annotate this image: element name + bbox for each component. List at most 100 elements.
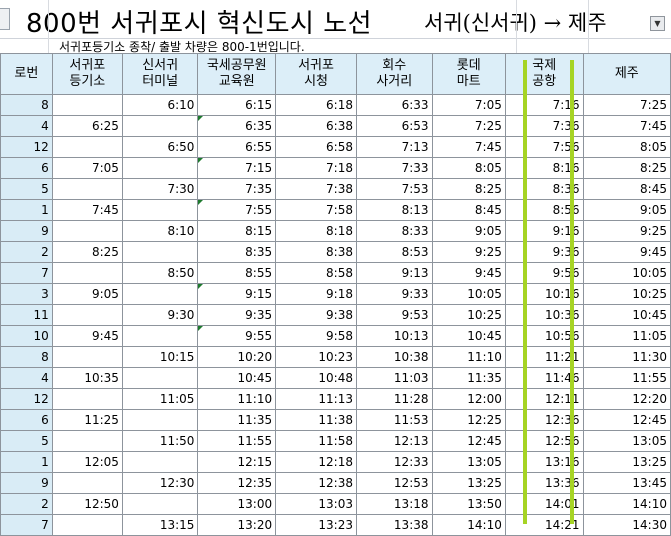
route-number-cell[interactable]: 12 xyxy=(0,136,53,158)
time-cell[interactable]: 13:03 xyxy=(275,493,357,515)
time-cell[interactable]: 12:15 xyxy=(197,451,277,473)
time-cell[interactable]: 10:20 xyxy=(197,346,277,368)
time-cell[interactable]: 10:45 xyxy=(582,304,671,326)
time-cell[interactable]: 12:35 xyxy=(197,472,277,494)
time-cell[interactable] xyxy=(121,241,199,263)
column-header[interactable]: 제주 xyxy=(582,53,671,95)
time-cell[interactable]: 6:53 xyxy=(356,115,433,137)
time-cell[interactable]: 12:45 xyxy=(582,409,671,431)
time-cell[interactable]: 10:45 xyxy=(431,325,506,347)
time-cell[interactable]: 6:50 xyxy=(121,136,199,158)
time-cell[interactable]: 7:33 xyxy=(356,157,433,179)
time-cell[interactable] xyxy=(51,178,123,200)
column-header[interactable]: 로번 xyxy=(0,53,53,95)
time-cell[interactable]: 7:25 xyxy=(582,94,671,116)
time-cell[interactable]: 13:45 xyxy=(582,472,671,494)
time-cell[interactable]: 8:33 xyxy=(356,220,433,242)
time-cell[interactable]: 7:18 xyxy=(275,157,357,179)
time-cell[interactable]: 10:56 xyxy=(504,325,584,347)
route-number-cell[interactable]: 9 xyxy=(0,220,53,242)
time-cell[interactable]: 11:05 xyxy=(582,325,671,347)
time-cell[interactable]: 11:35 xyxy=(197,409,277,431)
time-cell[interactable]: 9:45 xyxy=(431,262,506,284)
time-cell[interactable] xyxy=(51,94,123,116)
time-cell[interactable]: 9:36 xyxy=(504,241,584,263)
route-number-cell[interactable]: 7 xyxy=(0,262,53,284)
time-cell[interactable]: 12:56 xyxy=(504,430,584,452)
time-cell[interactable]: 7:05 xyxy=(51,157,123,179)
time-cell[interactable]: 6:25 xyxy=(51,115,123,137)
time-cell[interactable]: 8:13 xyxy=(356,199,433,221)
time-cell[interactable]: 9:35 xyxy=(197,304,277,326)
route-number-cell[interactable]: 9 xyxy=(0,472,53,494)
time-cell[interactable] xyxy=(121,283,199,305)
time-cell[interactable] xyxy=(51,262,123,284)
time-cell[interactable]: 7:45 xyxy=(51,199,123,221)
time-cell[interactable]: 12:05 xyxy=(51,451,123,473)
time-cell[interactable]: 10:38 xyxy=(356,346,433,368)
time-cell[interactable]: 11:50 xyxy=(121,430,199,452)
time-cell[interactable] xyxy=(51,430,123,452)
time-cell[interactable]: 9:15 xyxy=(197,283,277,305)
time-cell[interactable] xyxy=(51,472,123,494)
time-cell[interactable]: 14:10 xyxy=(582,493,671,515)
time-cell[interactable]: 6:18 xyxy=(275,94,357,116)
time-cell[interactable] xyxy=(121,367,199,389)
route-number-cell[interactable]: 4 xyxy=(0,115,53,137)
time-cell[interactable]: 11:13 xyxy=(275,388,357,410)
time-cell[interactable]: 12:45 xyxy=(431,430,506,452)
time-cell[interactable]: 9:16 xyxy=(504,220,584,242)
time-cell[interactable]: 12:36 xyxy=(504,409,584,431)
column-header[interactable]: 신서귀 터미널 xyxy=(121,53,199,95)
time-cell[interactable]: 11:53 xyxy=(356,409,433,431)
route-number-cell[interactable]: 2 xyxy=(0,241,53,263)
time-cell[interactable]: 8:10 xyxy=(121,220,199,242)
time-cell[interactable]: 12:38 xyxy=(275,472,357,494)
time-cell[interactable]: 11:03 xyxy=(356,367,433,389)
time-cell[interactable]: 10:48 xyxy=(275,367,357,389)
time-cell[interactable] xyxy=(51,136,123,158)
time-cell[interactable]: 13:05 xyxy=(431,451,506,473)
route-number-cell[interactable]: 12 xyxy=(0,388,53,410)
time-cell[interactable]: 13:00 xyxy=(197,493,277,515)
time-cell[interactable]: 9:55 xyxy=(197,325,277,347)
time-cell[interactable]: 13:50 xyxy=(431,493,506,515)
time-cell[interactable]: 10:25 xyxy=(431,304,506,326)
time-cell[interactable]: 12:11 xyxy=(504,388,584,410)
time-cell[interactable]: 10:15 xyxy=(121,346,199,368)
time-cell[interactable]: 8:36 xyxy=(504,178,584,200)
time-cell[interactable]: 8:25 xyxy=(51,241,123,263)
time-cell[interactable] xyxy=(51,220,123,242)
time-cell[interactable] xyxy=(121,325,199,347)
time-cell[interactable] xyxy=(51,388,123,410)
time-cell[interactable]: 11:28 xyxy=(356,388,433,410)
time-cell[interactable]: 12:50 xyxy=(51,493,123,515)
column-header[interactable]: 회수 사거리 xyxy=(356,53,433,95)
time-cell[interactable]: 10:16 xyxy=(504,283,584,305)
time-cell[interactable]: 9:56 xyxy=(504,262,584,284)
column-header[interactable]: 서귀포 등기소 xyxy=(51,53,123,95)
time-cell[interactable]: 8:58 xyxy=(275,262,357,284)
time-cell[interactable]: 13:25 xyxy=(431,472,506,494)
time-cell[interactable]: 10:13 xyxy=(356,325,433,347)
time-cell[interactable]: 11:55 xyxy=(197,430,277,452)
time-cell[interactable]: 9:33 xyxy=(356,283,433,305)
route-number-cell[interactable]: 8 xyxy=(0,94,53,116)
time-cell[interactable]: 7:45 xyxy=(582,115,671,137)
time-cell[interactable]: 8:45 xyxy=(582,178,671,200)
route-number-cell[interactable]: 11 xyxy=(0,304,53,326)
time-cell[interactable]: 13:25 xyxy=(582,451,671,473)
dropdown-arrow-icon[interactable]: ▼ xyxy=(650,16,665,31)
route-number-cell[interactable]: 5 xyxy=(0,430,53,452)
time-cell[interactable]: 12:20 xyxy=(582,388,671,410)
time-cell[interactable]: 8:15 xyxy=(197,220,277,242)
time-cell[interactable]: 13:20 xyxy=(197,514,277,536)
time-cell[interactable]: 8:05 xyxy=(582,136,671,158)
column-header[interactable]: 서귀포 시청 xyxy=(275,53,357,95)
time-cell[interactable]: 12:33 xyxy=(356,451,433,473)
time-cell[interactable]: 11:46 xyxy=(504,367,584,389)
time-cell[interactable]: 9:45 xyxy=(582,241,671,263)
time-cell[interactable]: 11:30 xyxy=(582,346,671,368)
time-cell[interactable]: 7:56 xyxy=(504,136,584,158)
route-number-cell[interactable]: 6 xyxy=(0,157,53,179)
